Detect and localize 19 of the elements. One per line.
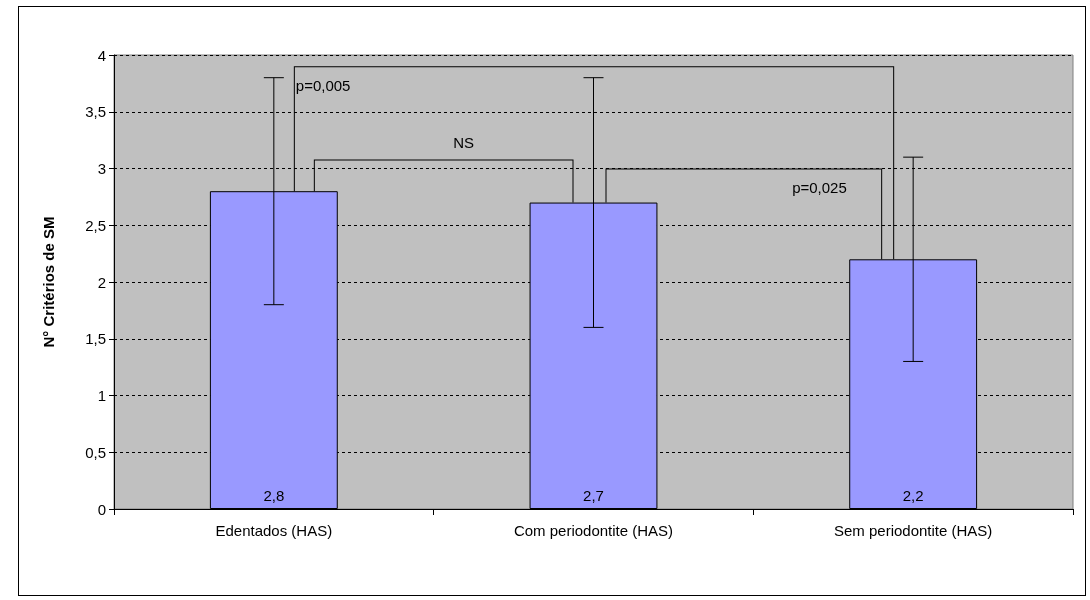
data-label: 2,2 <box>902 487 924 504</box>
y-tick-label: 1,5 <box>85 330 106 348</box>
data-label: 2,8 <box>263 487 285 504</box>
annotation: p=0,025 <box>792 179 847 197</box>
annotation: p=0,005 <box>295 77 351 95</box>
y-tick-label: 0 <box>97 500 106 518</box>
x-tick-label: Sem periodontite (HAS) <box>833 522 993 539</box>
y-tick-label: 2 <box>97 273 106 291</box>
x-tick-label: Edentados (HAS) <box>215 522 333 539</box>
y-tick-label: 3,5 <box>85 103 106 121</box>
y-tick-label: 1 <box>97 387 106 404</box>
y-tick-label: 2,5 <box>85 216 106 234</box>
x-tick-label: Com periodontite (HAS) <box>513 522 674 539</box>
annotation: NS <box>453 134 475 152</box>
y-axis-title: N° Critérios de SM <box>40 216 57 348</box>
y-tick-label: 3 <box>97 160 106 177</box>
y-tick-label: 4 <box>97 46 106 64</box>
y-tick-label: 0,5 <box>85 443 106 461</box>
data-label: 2,7 <box>583 487 604 504</box>
